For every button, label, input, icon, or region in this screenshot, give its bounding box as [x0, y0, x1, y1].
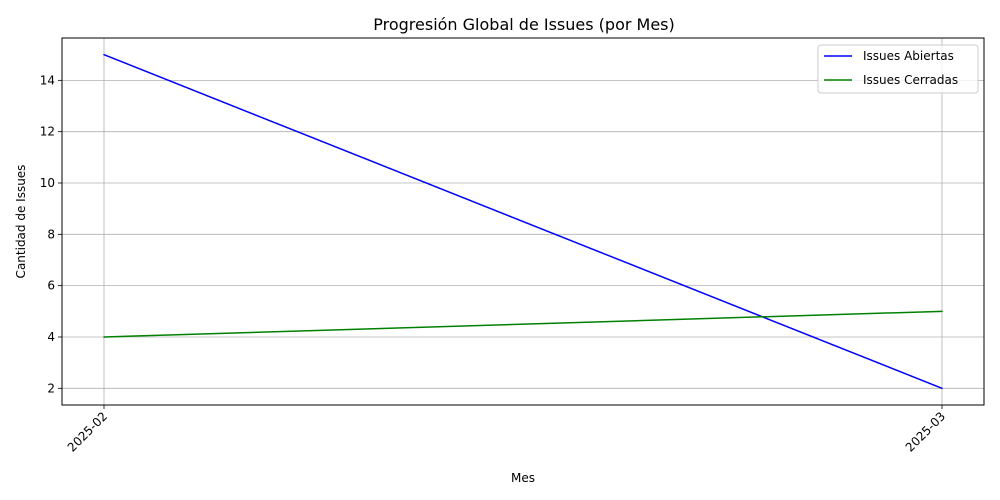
- legend-label-issues-cerradas: Issues Cerradas: [863, 73, 958, 87]
- legend-label-issues-abiertas: Issues Abiertas: [863, 49, 954, 63]
- x-tick-label: 2025-03: [903, 409, 948, 454]
- y-tick-label: 14: [40, 73, 55, 87]
- y-axis-label: Cantidad de Issues: [14, 165, 28, 279]
- legend-box: [817, 44, 979, 94]
- y-tick-label: 4: [47, 330, 55, 344]
- y-tick-label: 2: [47, 381, 55, 395]
- data-point: [103, 336, 105, 338]
- y-tick-label: 10: [40, 176, 55, 190]
- y-tick-label: 8: [47, 227, 55, 241]
- series-lines: [103, 53, 943, 390]
- x-axis: 2025-02 2025-03: [65, 405, 948, 455]
- grid: [62, 38, 984, 405]
- data-point: [941, 387, 943, 390]
- chart-title: Progresión Global de Issues (por Mes): [373, 15, 675, 34]
- y-tick-label: 6: [47, 279, 55, 293]
- plot-frame: [61, 37, 985, 406]
- data-point: [103, 53, 105, 56]
- series-line-0: [103, 53, 943, 390]
- x-tick-label: 2025-02: [65, 409, 110, 454]
- y-axis: 2 4 6 8 10 12 14: [40, 73, 62, 395]
- data-point: [941, 310, 943, 313]
- x-axis-label: Mes: [511, 471, 535, 485]
- legend: Issues Abiertas Issues Cerradas: [817, 44, 979, 94]
- y-tick-label: 12: [40, 125, 55, 139]
- series-line-1: [103, 310, 943, 338]
